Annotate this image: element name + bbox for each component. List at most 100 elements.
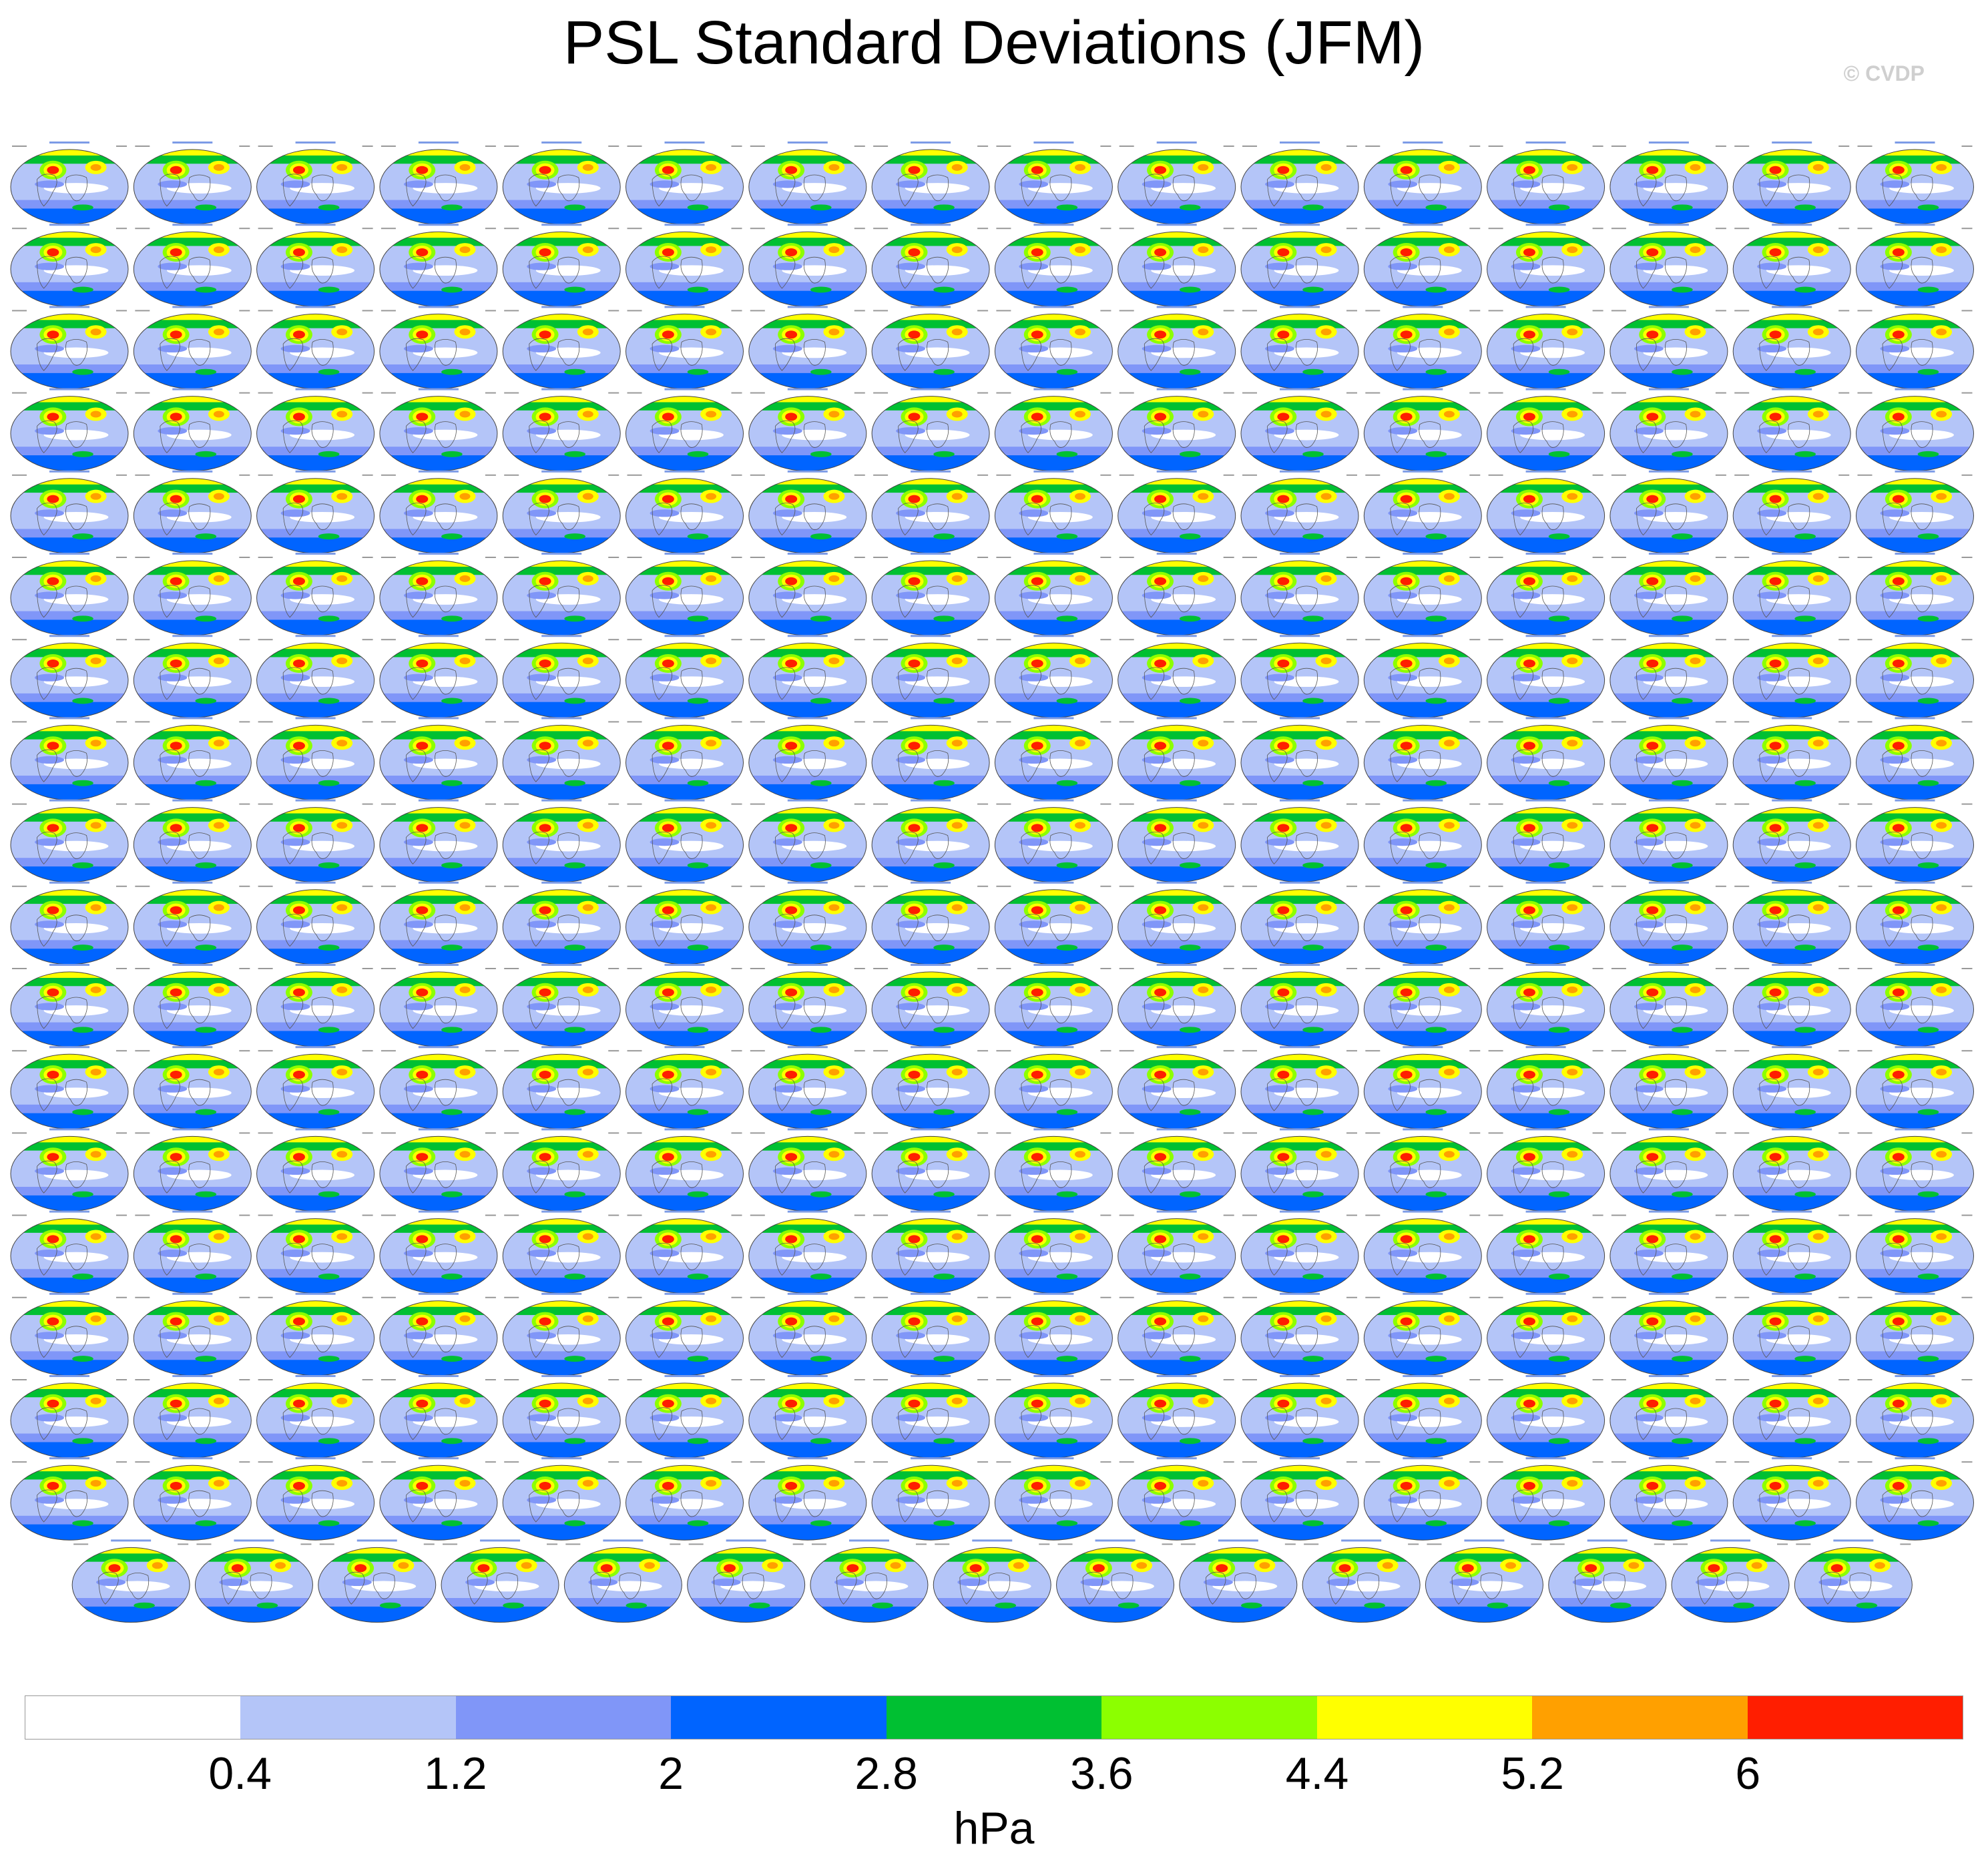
map-panel (133, 1046, 252, 1129)
map-midlat-patch (896, 1003, 926, 1011)
map-pacific-max-core (1646, 988, 1659, 997)
map-pacific-max-core (1031, 577, 1043, 585)
map-continent-outline (898, 174, 919, 207)
map-midlat-patch (1388, 1332, 1418, 1340)
map-continent-outline (1911, 174, 1933, 202)
map-pacific-max-core (1277, 577, 1290, 585)
map-panel (871, 470, 990, 554)
panel-title-mark (1033, 881, 1074, 884)
map-continent-outline (1021, 503, 1041, 536)
map-arctic-band (11, 396, 128, 403)
panel-title-mark (49, 1210, 89, 1213)
map-southern-ocean (379, 290, 497, 307)
map-continent-outline (1267, 585, 1288, 618)
map-continent-outline (652, 1407, 672, 1440)
panel-corr-mark (731, 721, 742, 723)
map-southern-ocean (1487, 1113, 1605, 1129)
map-midlat-patch (1880, 262, 1910, 270)
map-atlantic-max-core (1690, 1315, 1701, 1322)
map-pacific-max-core (170, 906, 182, 914)
panel-corr-mark (977, 392, 989, 394)
panel-years-mark (1488, 1132, 1503, 1134)
panel-years-mark (1242, 885, 1257, 887)
map-southern-ocean (1856, 455, 1974, 471)
map-pacific-max-core (1031, 1317, 1043, 1326)
map-southern-ocean (1487, 1031, 1605, 1047)
map-southern-ocean (1487, 208, 1605, 224)
map-arctic-band (1487, 972, 1605, 978)
map-southern-ocean (995, 866, 1113, 882)
map-pacific-max-core (1523, 330, 1535, 339)
map-atlantic-max-core (1812, 411, 1824, 418)
map-pacific-max-core (539, 659, 551, 668)
map-panel (994, 1128, 1113, 1212)
map-continent-outline (652, 832, 672, 864)
panel-corr-mark (1715, 228, 1726, 230)
panel-title-mark (1403, 1292, 1443, 1295)
map-midlat-patch (527, 1003, 557, 1011)
map-southern-ocean (1117, 784, 1236, 800)
panel-years-mark (1734, 721, 1750, 723)
map-south-green (933, 945, 955, 951)
map-midlat-patch (1511, 756, 1541, 764)
panel-title-mark (1648, 717, 1689, 720)
map-southern-ocean (379, 537, 497, 553)
map-continent-outline (282, 832, 304, 864)
map-panel (1363, 1292, 1482, 1376)
map-south-green (1794, 862, 1816, 868)
panel-years-mark (873, 1050, 889, 1052)
panel-corr-mark (1469, 557, 1481, 558)
map-south-green (1917, 698, 1939, 704)
map-arctic-band (1364, 1300, 1482, 1307)
map-atlantic-max-core (1936, 822, 1947, 829)
map-south-green (72, 615, 93, 622)
panel-title-mark (418, 142, 459, 144)
map-southern-ocean (256, 1195, 375, 1212)
map-continent-outline (282, 914, 304, 947)
map-continent-outline (927, 421, 949, 448)
map-continent-outline (1144, 1325, 1165, 1358)
panel-title-mark (1033, 306, 1074, 308)
map-continent-outline (406, 914, 427, 947)
map-continent-outline (1759, 585, 1780, 618)
map-atlantic-max-core (336, 904, 348, 911)
panel-years-mark (1734, 885, 1750, 887)
map-panel (10, 1128, 129, 1212)
map-atlantic-max-core (1936, 328, 1947, 336)
panel-years-mark (1119, 1379, 1134, 1380)
map-pacific-max-core (416, 906, 429, 914)
map-pacific-max-core (1646, 330, 1659, 339)
map-panel (748, 635, 867, 718)
map-continent-outline (1636, 338, 1657, 371)
map-southern-ocean (11, 1195, 128, 1212)
map-continent-outline (529, 749, 549, 782)
panel-years-mark (873, 1296, 889, 1298)
map-continent-outline (557, 256, 580, 284)
map-atlantic-max-core (1690, 1069, 1701, 1076)
map-atlantic-max-core (1443, 575, 1455, 582)
map-atlantic-max-core (336, 740, 348, 747)
panel-title-mark (541, 388, 582, 390)
map-panel (1487, 635, 1605, 718)
map-midlat-patch (1265, 1003, 1294, 1011)
map-atlantic-max-core (90, 904, 101, 911)
map-continent-outline (1759, 256, 1780, 289)
map-south-green (1179, 945, 1201, 951)
panel-years-mark (627, 1132, 642, 1134)
map-atlantic-max-core (706, 1315, 717, 1322)
map-midlat-patch (650, 509, 680, 517)
panel-title-mark (1525, 553, 1566, 555)
map-panel (1732, 306, 1851, 389)
map-panel (1609, 1046, 1728, 1129)
map-panel (379, 306, 498, 389)
map-continent-outline (652, 503, 672, 536)
map-panel (379, 964, 498, 1047)
map-midlat-patch (1511, 591, 1541, 599)
map-continent-outline (406, 832, 427, 864)
map-atlantic-max-core (1198, 986, 1209, 993)
map-south-green (1794, 286, 1816, 293)
panel-corr-mark (362, 1050, 373, 1052)
panel-corr-mark (116, 146, 127, 147)
map-atlantic-max-core (336, 1315, 348, 1322)
panel-title-mark (49, 224, 89, 226)
